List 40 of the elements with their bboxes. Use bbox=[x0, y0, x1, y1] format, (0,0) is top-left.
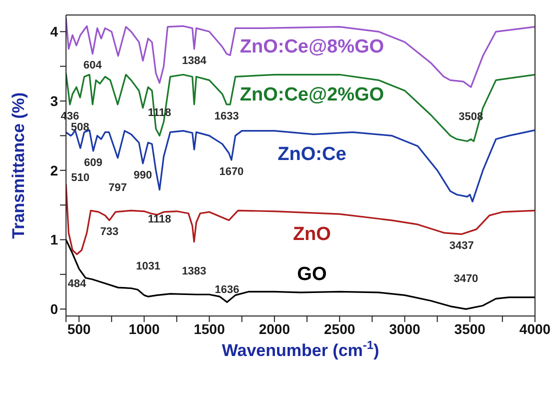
x-tick-label: 500 bbox=[67, 320, 91, 337]
y-tick-label: 1 bbox=[50, 232, 58, 248]
x-axis-title: Wavenumber (cm$^{-1}$) bbox=[222, 338, 380, 360]
annotation: 3437 bbox=[449, 240, 474, 252]
y-tick-label: 3 bbox=[50, 92, 58, 109]
series-label: ZnO:Ce bbox=[278, 144, 346, 166]
annotation: 1383 bbox=[182, 266, 206, 278]
annotation: 1031 bbox=[136, 260, 160, 272]
annotation: 797 bbox=[108, 182, 127, 194]
y-axis-title: Transmittance (%) bbox=[9, 92, 28, 239]
y-tick-label: 4 bbox=[50, 24, 58, 40]
line-series bbox=[66, 238, 535, 310]
x-tick-label: 3500 bbox=[454, 320, 486, 337]
series-label: GO bbox=[297, 264, 327, 286]
x-tick-label: 2000 bbox=[258, 320, 290, 337]
series-label: ZnO:Ce@2%GO bbox=[240, 84, 384, 106]
x-tick-label: 4000 bbox=[519, 320, 551, 337]
line-series bbox=[66, 129, 535, 202]
y-tick-label: 0 bbox=[50, 301, 58, 318]
annotation: 1636 bbox=[214, 284, 240, 296]
y-tick-label: 2 bbox=[50, 162, 58, 178]
annotation: 604 bbox=[83, 60, 103, 72]
annotation: 990 bbox=[134, 169, 152, 182]
line-series bbox=[66, 183, 535, 256]
x-tick-label: 1000 bbox=[128, 320, 160, 337]
x-tick-label: 1500 bbox=[194, 320, 226, 337]
x-tick-label: 2500 bbox=[324, 320, 356, 337]
annotation: 1633 bbox=[214, 110, 239, 122]
annotation: 609 bbox=[84, 156, 102, 169]
annotation: 510 bbox=[71, 172, 90, 184]
annotation: 1118 bbox=[148, 214, 172, 226]
annotation: 1670 bbox=[219, 166, 244, 178]
series-label: ZnO:Ce@8%GO bbox=[240, 36, 384, 58]
annotation: 3470 bbox=[454, 272, 478, 285]
annotation: 1384 bbox=[182, 54, 208, 67]
annotation: 733 bbox=[100, 226, 119, 238]
annotation: 508 bbox=[70, 121, 90, 134]
series-label: ZnO bbox=[292, 224, 331, 245]
x-tick-label: 3000 bbox=[389, 320, 421, 337]
annotation: 484 bbox=[68, 278, 87, 290]
